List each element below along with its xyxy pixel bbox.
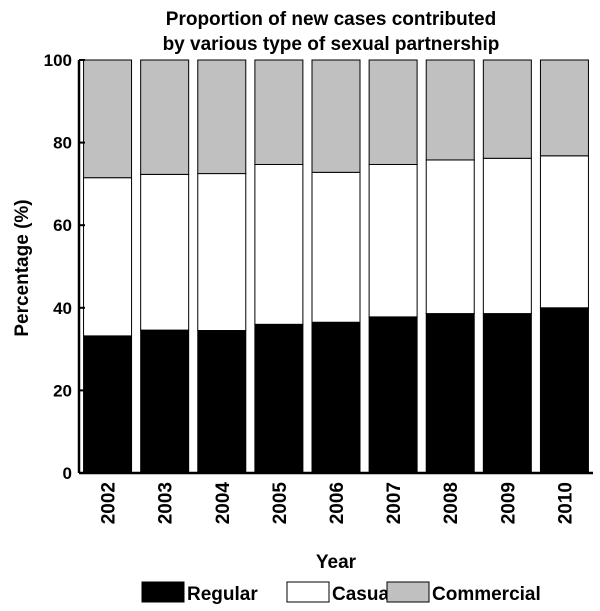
chart-title-line-2: by various type of sexual partnership bbox=[163, 34, 500, 55]
bar-commercial-2006 bbox=[311, 59, 361, 173]
y-tick-label-100: 100 bbox=[44, 51, 72, 70]
bar-casual-2004 bbox=[197, 173, 247, 332]
bar-casual-2006 bbox=[311, 171, 361, 323]
bar-regular-2008 bbox=[425, 313, 475, 474]
bar-casual-2008 bbox=[425, 159, 475, 315]
bar-regular-2004 bbox=[197, 330, 247, 474]
legend-label-regular: Regular bbox=[187, 584, 258, 605]
legend-label-casual: Casual bbox=[332, 584, 394, 605]
bar-commercial-2003 bbox=[140, 59, 190, 175]
y-tick-label-60: 60 bbox=[53, 216, 72, 235]
x-axis-label: Year bbox=[316, 552, 357, 573]
y-tick-label-0: 0 bbox=[63, 464, 72, 483]
chart-title: Proportion of new cases contributed by v… bbox=[163, 9, 500, 55]
plot-area: 2002 2003 2004 2005 2006 2007 2008 2009 2010 0 20 4… bbox=[44, 51, 593, 524]
y-tick-label-20: 20 bbox=[53, 381, 72, 400]
x-tick-label-2004: 2004 bbox=[213, 482, 234, 525]
x-tick-label-2005: 2005 bbox=[270, 482, 291, 525]
x-tick-label-2006: 2006 bbox=[327, 482, 348, 524]
bar-regular-2003 bbox=[140, 329, 190, 474]
legend-swatch-commercial bbox=[386, 581, 430, 603]
bar-regular-2009 bbox=[482, 313, 532, 474]
bar-regular-2007 bbox=[368, 316, 418, 474]
bar-casual-2002 bbox=[83, 177, 133, 337]
bar-regular-2006 bbox=[311, 321, 361, 474]
legend-label-commercial: Commercial bbox=[432, 584, 541, 605]
bar-casual-2005 bbox=[254, 163, 304, 325]
bar-commercial-2007 bbox=[368, 59, 418, 165]
bar-commercial-2005 bbox=[254, 59, 304, 165]
bar-casual-2007 bbox=[368, 163, 418, 318]
y-axis-label: Percentage (%) bbox=[12, 199, 33, 336]
bar-regular-2002 bbox=[83, 335, 133, 474]
y-tick-label-80: 80 bbox=[53, 134, 72, 153]
bar-casual-2003 bbox=[140, 173, 190, 331]
x-tick-label-2009: 2009 bbox=[498, 482, 519, 524]
bar-casual-2010 bbox=[539, 155, 589, 309]
x-tick-label-2007: 2007 bbox=[384, 482, 405, 524]
x-tick-label-2003: 2003 bbox=[156, 482, 177, 524]
x-tick-label-2010: 2010 bbox=[555, 482, 576, 524]
bar-regular-2010 bbox=[539, 307, 589, 474]
bar-commercial-2004 bbox=[197, 59, 247, 175]
bar-commercial-2008 bbox=[425, 59, 475, 161]
bar-commercial-2002 bbox=[83, 59, 133, 179]
bar-commercial-2010 bbox=[539, 59, 589, 157]
bar-regular-2005 bbox=[254, 323, 304, 474]
bar-commercial-2009 bbox=[482, 59, 532, 159]
x-tick-label-2002: 2002 bbox=[99, 482, 120, 524]
bar-casual-2009 bbox=[482, 157, 532, 315]
legend: Regular Casual Commercial bbox=[141, 581, 541, 605]
legend-swatch-regular bbox=[141, 581, 185, 603]
legend-swatch-casual bbox=[286, 581, 330, 603]
x-tick-label-2008: 2008 bbox=[441, 482, 462, 524]
y-tick-label-40: 40 bbox=[53, 299, 72, 318]
chart-title-line-1: Proportion of new cases contributed bbox=[166, 9, 496, 30]
